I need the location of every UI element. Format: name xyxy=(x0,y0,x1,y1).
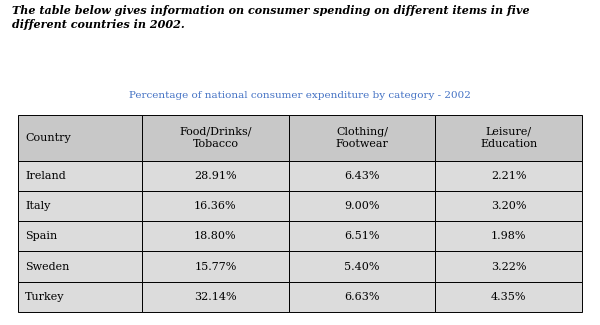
Bar xyxy=(18,115,142,161)
Bar xyxy=(436,282,582,312)
Bar xyxy=(142,191,289,221)
Text: Spain: Spain xyxy=(25,231,58,241)
Text: 18.80%: 18.80% xyxy=(194,231,237,241)
Text: Leisure/
Education: Leisure/ Education xyxy=(480,127,538,149)
Text: 6.43%: 6.43% xyxy=(344,171,380,181)
Bar xyxy=(18,282,142,312)
Text: Clothing/
Footwear: Clothing/ Footwear xyxy=(335,127,388,149)
Bar xyxy=(289,115,436,161)
Bar xyxy=(289,191,436,221)
Bar xyxy=(18,161,142,191)
Text: Ireland: Ireland xyxy=(25,171,66,181)
Bar xyxy=(18,221,142,252)
Text: 32.14%: 32.14% xyxy=(194,292,237,302)
Bar xyxy=(142,221,289,252)
Text: 1.98%: 1.98% xyxy=(491,231,526,241)
Bar xyxy=(436,221,582,252)
Text: 5.40%: 5.40% xyxy=(344,262,380,272)
Bar xyxy=(142,282,289,312)
Bar xyxy=(289,282,436,312)
Text: Italy: Italy xyxy=(25,201,50,211)
Bar xyxy=(18,252,142,282)
Text: Country: Country xyxy=(25,133,71,143)
Bar xyxy=(289,161,436,191)
Text: 28.91%: 28.91% xyxy=(194,171,237,181)
Bar xyxy=(436,252,582,282)
Text: Food/Drinks/
Tobacco: Food/Drinks/ Tobacco xyxy=(179,127,251,149)
Text: 6.51%: 6.51% xyxy=(344,231,380,241)
Text: Sweden: Sweden xyxy=(25,262,70,272)
Text: Percentage of national consumer expenditure by category - 2002: Percentage of national consumer expendit… xyxy=(129,91,471,100)
Text: 15.77%: 15.77% xyxy=(194,262,236,272)
Text: The table below gives information on consumer spending on different items in fiv: The table below gives information on con… xyxy=(12,5,530,30)
Text: 9.00%: 9.00% xyxy=(344,201,380,211)
Bar xyxy=(18,191,142,221)
Text: 6.63%: 6.63% xyxy=(344,292,380,302)
Text: 3.20%: 3.20% xyxy=(491,201,526,211)
Bar xyxy=(436,161,582,191)
Text: 16.36%: 16.36% xyxy=(194,201,237,211)
Bar xyxy=(142,115,289,161)
Bar xyxy=(436,191,582,221)
Text: 4.35%: 4.35% xyxy=(491,292,526,302)
Bar xyxy=(142,252,289,282)
Bar xyxy=(289,252,436,282)
Text: Turkey: Turkey xyxy=(25,292,65,302)
Bar xyxy=(436,115,582,161)
Text: 2.21%: 2.21% xyxy=(491,171,526,181)
Bar xyxy=(289,221,436,252)
Bar xyxy=(142,161,289,191)
Text: 3.22%: 3.22% xyxy=(491,262,526,272)
